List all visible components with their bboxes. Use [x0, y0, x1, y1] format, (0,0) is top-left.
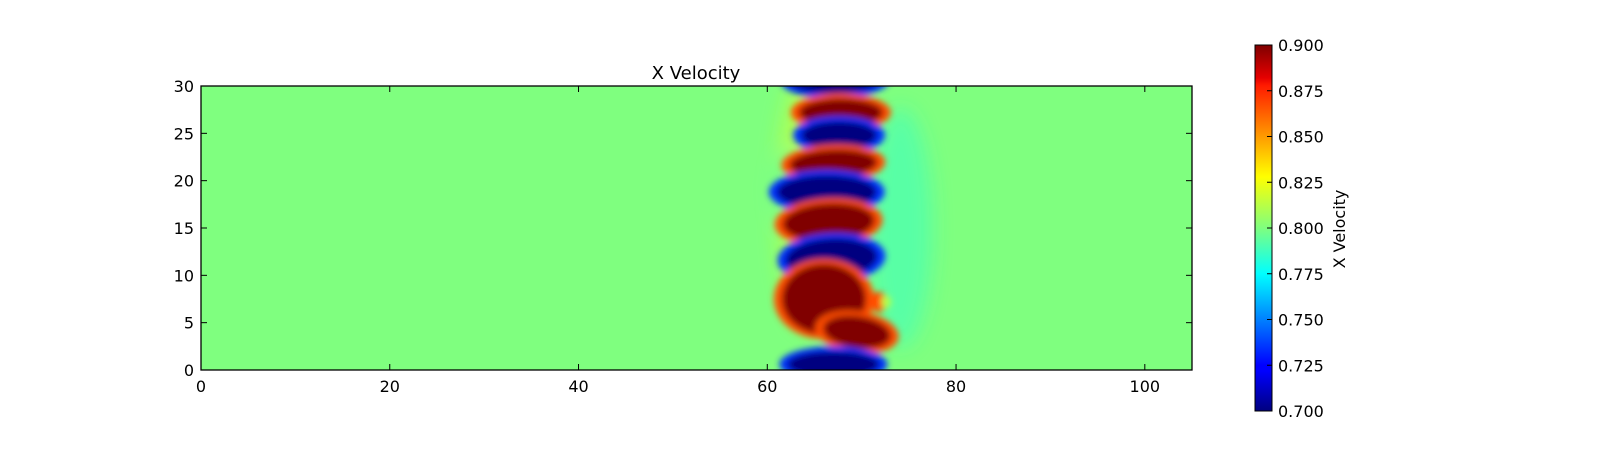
colorbar-tick-label: 0.725 — [1278, 356, 1324, 375]
x-axis: 0 20 40 60 80 100 — [196, 86, 1160, 396]
y-tick-label: 30 — [174, 77, 194, 96]
velocity-field — [768, 86, 899, 370]
colorbar-tick-label: 0.875 — [1278, 82, 1324, 101]
colorbar-tick-label: 0.825 — [1278, 173, 1324, 192]
y-tick-label: 15 — [174, 219, 194, 238]
colorbar-tick-label: 0.775 — [1278, 265, 1324, 284]
colorbar-tick-label: 0.700 — [1278, 402, 1324, 421]
velocity-cell — [789, 86, 882, 94]
colorbar-tick-label: 0.900 — [1278, 36, 1324, 55]
plot-area — [201, 86, 1192, 370]
velocity-cell — [789, 149, 878, 178]
colorbar-label: X Velocity — [1330, 190, 1349, 269]
x-tick-label: 40 — [568, 377, 588, 396]
colorbar-ticks: 0.700 0.725 0.750 0.775 0.800 0.825 0.850 0.875… — [1267, 36, 1324, 421]
velocity-cell — [782, 203, 875, 242]
chart-title: X Velocity — [652, 63, 741, 84]
y-tick-label: 5 — [184, 314, 194, 333]
colorbar-tick-label: 0.850 — [1278, 128, 1324, 147]
y-tick-label: 25 — [174, 124, 194, 143]
x-tick-label: 0 — [196, 377, 206, 396]
velocity-cell — [801, 121, 878, 150]
velocity-cell — [823, 315, 891, 349]
x-tick-label: 20 — [380, 377, 400, 396]
colorbar: 0.700 0.725 0.750 0.775 0.800 0.825 0.850 0.875… — [1254, 36, 1349, 421]
y-axis: 0 5 10 15 20 25 30 — [174, 77, 1192, 380]
colorbar-tick-label: 0.750 — [1278, 311, 1324, 330]
velocity-notch — [881, 295, 892, 308]
y-tick-label: 20 — [174, 172, 194, 191]
y-tick-label: 0 — [184, 361, 194, 380]
x-tick-label: 80 — [946, 377, 966, 396]
field-background — [201, 86, 1192, 370]
x-tick-label: 100 — [1130, 377, 1161, 396]
colorbar-tick-label: 0.800 — [1278, 219, 1324, 238]
x-tick-label: 60 — [757, 377, 777, 396]
velocity-notch — [869, 291, 888, 312]
y-tick-label: 10 — [174, 266, 194, 285]
halo-cool-right — [868, 108, 933, 348]
velocity-cell — [787, 351, 880, 370]
